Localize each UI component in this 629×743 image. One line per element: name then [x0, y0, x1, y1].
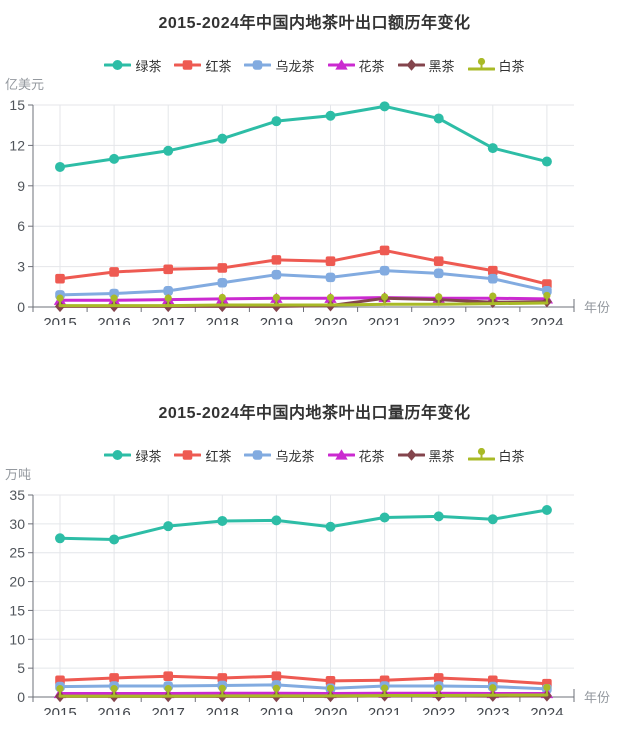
- legend-item-oolong-tea[interactable]: 乌龙茶: [244, 446, 315, 465]
- y-axis-unit: 万吨: [5, 467, 31, 482]
- chart-title: 2015-2024年中国内地茶叶出口量历年变化: [158, 405, 471, 422]
- svg-text:2020: 2020: [314, 315, 347, 325]
- legend-pin-icon: [467, 447, 495, 460]
- chart-title: 2015-2024年中国内地茶叶出口额历年变化: [158, 15, 471, 32]
- svg-text:2017: 2017: [152, 315, 185, 325]
- legend-diamond-icon: [397, 58, 425, 71]
- export-value-chart: 2015-2024年中国内地茶叶出口额历年变化 绿茶 红茶 乌龙茶 花茶 黑茶 白茶 0 3…: [0, 0, 629, 325]
- svg-text:6: 6: [17, 218, 25, 234]
- svg-text:2017: 2017: [152, 705, 185, 715]
- svg-text:25: 25: [9, 545, 25, 561]
- svg-text:3: 3: [17, 259, 25, 275]
- legend-item-flower-tea[interactable]: 花茶: [327, 446, 385, 465]
- chart-legend: 绿茶 红茶 乌龙茶 花茶 黑茶 白茶: [0, 445, 629, 465]
- svg-text:0: 0: [17, 299, 25, 315]
- svg-text:2019: 2019: [260, 705, 293, 715]
- legend-label: 白茶: [498, 448, 525, 464]
- legend-pin-icon: [467, 57, 495, 70]
- svg-text:20: 20: [9, 574, 25, 590]
- legend-label: 红茶: [205, 448, 232, 464]
- series-white-tea: [56, 291, 551, 308]
- legend-roundsquare-icon: [244, 59, 272, 70]
- legend-item-black-tea[interactable]: 红茶: [174, 56, 231, 75]
- svg-text:2021: 2021: [368, 705, 401, 715]
- svg-text:2022: 2022: [422, 315, 455, 325]
- legend-label: 花茶: [358, 58, 385, 74]
- svg-text:15: 15: [9, 97, 25, 113]
- svg-text:2024: 2024: [530, 315, 563, 325]
- series-oolong-tea: [55, 265, 552, 300]
- x-axis-name: 年份: [584, 300, 610, 315]
- svg-text:5: 5: [17, 660, 25, 676]
- svg-text:2024: 2024: [530, 705, 563, 715]
- legend-label: 白茶: [498, 58, 525, 74]
- series-green-tea: [55, 101, 552, 172]
- legend-item-dark-tea[interactable]: 黑茶: [397, 56, 455, 75]
- series-oolong-tea: [55, 680, 552, 694]
- line-chart-plot: 0 5 10 15 20 25 30 35 万吨 2015 2016 2017 2018 2019 2020…: [5, 467, 610, 715]
- legend-circle-icon: [104, 59, 132, 70]
- legend-roundsquare-icon: [244, 449, 272, 460]
- svg-text:2023: 2023: [476, 315, 509, 325]
- svg-text:2015: 2015: [43, 315, 76, 325]
- legend-diamond-icon: [397, 448, 425, 461]
- series-green-tea: [55, 505, 552, 545]
- legend-item-dark-tea[interactable]: 黑茶: [397, 446, 455, 465]
- legend-square-icon: [174, 59, 202, 70]
- legend-item-black-tea[interactable]: 红茶: [174, 446, 231, 465]
- svg-text:2019: 2019: [260, 315, 293, 325]
- y-axis: 0 3 6 9 12 15 亿美元: [5, 77, 44, 315]
- legend-triangle-icon: [327, 58, 355, 70]
- y-axis-unit: 亿美元: [5, 77, 44, 92]
- legend-item-flower-tea[interactable]: 花茶: [327, 56, 385, 75]
- line-chart-plot: 0 3 6 9 12 15 亿美元 2015 2016 2017 2018 2019 2020 2021 2…: [5, 77, 610, 325]
- x-axis-name: 年份: [584, 690, 610, 705]
- legend-label: 黑茶: [428, 448, 455, 464]
- legend-label: 乌龙茶: [275, 448, 315, 464]
- legend-item-white-tea[interactable]: 白茶: [467, 56, 525, 75]
- svg-text:30: 30: [9, 516, 25, 532]
- svg-text:9: 9: [17, 178, 25, 194]
- svg-text:2022: 2022: [422, 705, 455, 715]
- legend-triangle-icon: [327, 448, 355, 460]
- legend-label: 红茶: [205, 58, 232, 74]
- legend-label: 黑茶: [428, 58, 455, 74]
- y-axis: 0 5 10 15 20 25 30 35 万吨: [5, 467, 34, 705]
- legend-square-icon: [174, 449, 202, 460]
- svg-text:12: 12: [9, 137, 25, 153]
- series-white-tea: [56, 683, 551, 698]
- legend-item-green-tea[interactable]: 绿茶: [104, 56, 161, 75]
- chart-legend: 绿茶 红茶 乌龙茶 花茶 黑茶 白茶: [0, 55, 629, 75]
- svg-text:2020: 2020: [314, 705, 347, 715]
- legend-circle-icon: [104, 449, 132, 460]
- series-black-tea: [55, 245, 552, 289]
- svg-text:2015: 2015: [43, 705, 76, 715]
- legend-item-green-tea[interactable]: 绿茶: [104, 446, 161, 465]
- legend-label: 绿茶: [135, 58, 162, 74]
- legend-label: 花茶: [358, 448, 385, 464]
- svg-text:10: 10: [9, 631, 25, 647]
- svg-text:2021: 2021: [368, 315, 401, 325]
- legend-label: 乌龙茶: [275, 58, 315, 74]
- legend-item-oolong-tea[interactable]: 乌龙茶: [244, 56, 315, 75]
- svg-text:2016: 2016: [97, 705, 130, 715]
- legend-label: 绿茶: [135, 448, 162, 464]
- export-volume-chart: 2015-2024年中国内地茶叶出口量历年变化 绿茶 红茶 乌龙茶 花茶 黑茶 白茶 0 5…: [0, 325, 629, 715]
- svg-text:2018: 2018: [206, 315, 239, 325]
- svg-text:0: 0: [17, 689, 25, 705]
- svg-text:2018: 2018: [206, 705, 239, 715]
- grid: [33, 494, 574, 697]
- svg-text:2016: 2016: [97, 315, 130, 325]
- svg-text:15: 15: [9, 602, 25, 618]
- svg-text:35: 35: [9, 487, 25, 503]
- legend-item-white-tea[interactable]: 白茶: [467, 446, 525, 465]
- svg-text:2023: 2023: [476, 705, 509, 715]
